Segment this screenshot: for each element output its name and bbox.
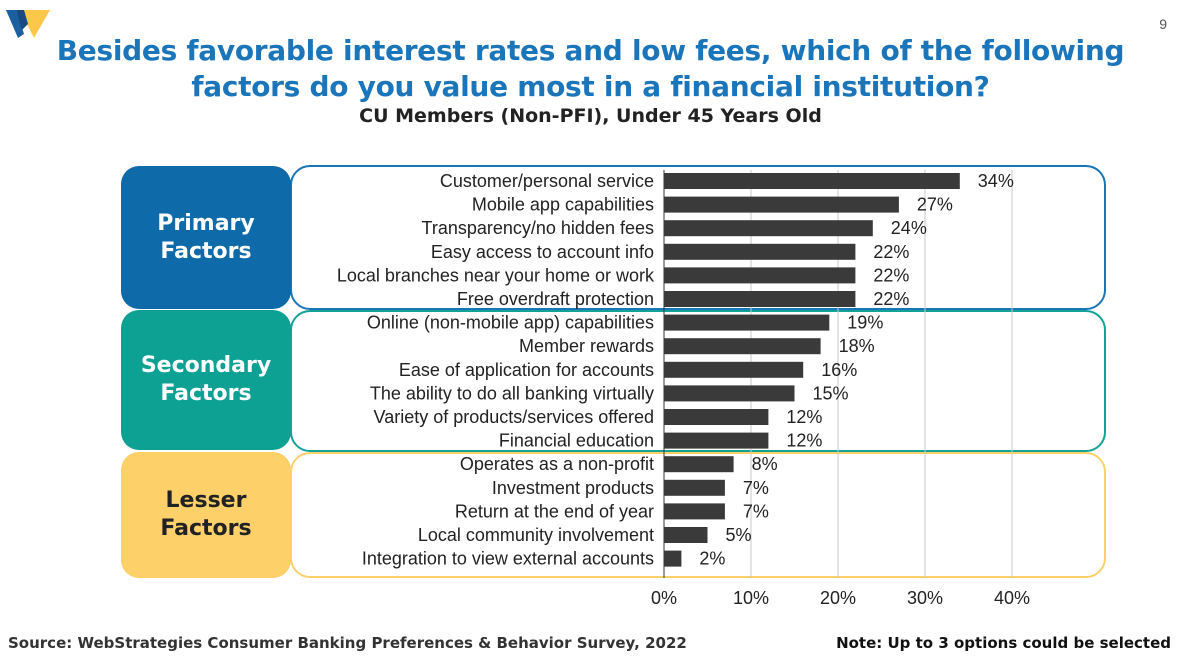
- secondary-factors-label-line1: Secondary: [140, 353, 272, 378]
- x-tick-label-20: 20%: [820, 588, 856, 608]
- value-label-3: 22%: [873, 242, 909, 262]
- value-label-12: 8%: [752, 454, 778, 474]
- value-label-14: 7%: [743, 501, 769, 521]
- title-line-2: factors do you value most in a financial…: [191, 70, 990, 103]
- bar-3: [664, 243, 856, 260]
- page-title: Besides favorable interest rates and low…: [0, 33, 1181, 105]
- bar-9: [664, 385, 795, 402]
- value-label-9: 15%: [813, 383, 849, 403]
- x-tick-label-30: 30%: [907, 588, 943, 608]
- category-label-2: Transparency/no hidden fees: [422, 218, 654, 238]
- category-label-6: Online (non-mobile app) capabilities: [367, 313, 654, 333]
- category-label-15: Local community involvement: [418, 525, 654, 545]
- category-label-1: Mobile app capabilities: [472, 195, 654, 215]
- lesser-factors-label-line2: Factors: [160, 516, 252, 541]
- title-line-1: Besides favorable interest rates and low…: [56, 34, 1125, 67]
- page-subtitle: CU Members (Non-PFI), Under 45 Years Old: [359, 105, 822, 127]
- bar-5: [664, 291, 856, 307]
- bar-6: [664, 314, 830, 331]
- secondary-group-frame: [290, 310, 1106, 452]
- logo-yellow-shape: [20, 10, 50, 38]
- value-label-13: 7%: [743, 478, 769, 498]
- x-tick-label-0: 0%: [651, 588, 677, 608]
- category-label-5: Free overdraft protection: [457, 289, 654, 309]
- bar-4: [664, 267, 856, 284]
- category-label-0: Customer/personal service: [440, 171, 654, 191]
- category-label-11: Financial education: [499, 431, 654, 451]
- category-label-14: Return at the end of year: [455, 501, 654, 521]
- value-label-7: 18%: [839, 336, 875, 356]
- value-label-2: 24%: [891, 218, 927, 238]
- logo-blue-shape: [6, 10, 24, 38]
- category-label-9: The ability to do all banking virtually: [370, 383, 654, 403]
- secondary-factors-box: Secondary Factors: [121, 310, 291, 450]
- category-label-8: Ease of application for accounts: [399, 360, 654, 380]
- value-label-8: 16%: [821, 360, 857, 380]
- value-label-5: 22%: [873, 289, 909, 309]
- bar-10: [664, 409, 769, 425]
- selection-note: Note: Up to 3 options could be selected: [836, 634, 1171, 652]
- lesser-factors-label-line1: Lesser: [165, 488, 247, 513]
- company-logo: [6, 10, 50, 38]
- value-label-16: 2%: [699, 549, 725, 569]
- value-label-10: 12%: [786, 407, 822, 427]
- primary-factors-label-line1: Primary: [157, 210, 255, 236]
- logo-dark-shape: [16, 10, 28, 30]
- category-label-13: Investment products: [492, 478, 654, 498]
- bar-14: [664, 503, 725, 520]
- value-label-6: 19%: [847, 313, 883, 333]
- secondary-factors-label-line2: Factors: [160, 381, 252, 406]
- value-label-15: 5%: [726, 525, 752, 545]
- bar-15: [664, 527, 708, 543]
- bar-0: [664, 173, 960, 189]
- category-label-4: Local branches near your home or work: [337, 265, 655, 285]
- x-tick-label-10: 10%: [733, 588, 769, 608]
- bar-8: [664, 361, 804, 378]
- bar-12: [664, 456, 734, 473]
- source-note: Source: WebStrategies Consumer Banking P…: [8, 634, 687, 652]
- bar-13: [664, 479, 725, 496]
- value-label-0: 34%: [978, 171, 1014, 191]
- bar-1: [664, 196, 899, 213]
- bar-16: [664, 550, 682, 567]
- bar-2: [664, 220, 873, 237]
- lesser-group-frame: [290, 452, 1106, 578]
- primary-factors-box: Primary Factors: [121, 166, 291, 309]
- x-tick-label-40: 40%: [994, 588, 1030, 608]
- value-label-4: 22%: [873, 265, 909, 285]
- category-label-10: Variety of products/services offered: [374, 407, 654, 427]
- primary-factors-label-line2: Factors: [160, 238, 252, 264]
- value-label-11: 12%: [786, 431, 822, 451]
- lesser-factors-box: Lesser Factors: [121, 452, 291, 578]
- category-label-7: Member rewards: [519, 336, 654, 356]
- page-number: 9: [1159, 16, 1167, 32]
- category-label-16: Integration to view external accounts: [362, 549, 654, 569]
- value-label-1: 27%: [917, 195, 953, 215]
- bar-7: [664, 338, 821, 355]
- primary-group-frame: [290, 165, 1106, 310]
- category-label-12: Operates as a non-profit: [460, 454, 654, 474]
- bar-11: [664, 432, 769, 449]
- category-label-3: Easy access to account info: [431, 242, 654, 262]
